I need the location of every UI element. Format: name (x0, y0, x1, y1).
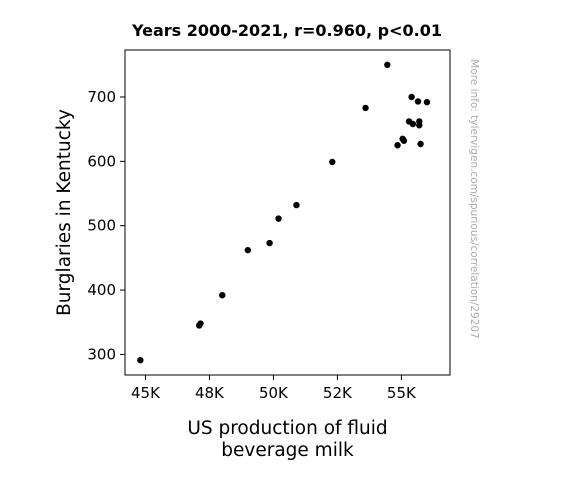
x-tick-label: 55K (387, 384, 417, 402)
x-axis-label-line-2: beverage milk (221, 440, 354, 461)
data-point (394, 142, 401, 149)
data-point (219, 291, 226, 299)
x-axis-label-line-1: US production of fluid (187, 418, 387, 439)
data-point (417, 140, 424, 148)
chart-title: Years 2000-2021, r=0.960, p<0.01 (131, 21, 442, 40)
source-note: More info: tylervigen.com/spurious/corre… (468, 59, 480, 339)
data-point (137, 356, 144, 364)
data-point (384, 61, 391, 69)
y-tick-label: 500 (87, 217, 116, 235)
data-point (275, 215, 282, 222)
data-point (416, 122, 423, 129)
y-axis: 300 400 500 600 700 (87, 88, 125, 363)
data-point (266, 239, 273, 247)
x-tick-label: 50K (259, 384, 289, 402)
data-points (137, 61, 431, 364)
data-point (400, 137, 408, 144)
data-point (197, 320, 204, 327)
y-tick-label: 300 (87, 345, 116, 363)
y-tick-label: 400 (87, 281, 116, 299)
y-axis-label: Burglaries in Kentucky (54, 109, 75, 316)
data-point (408, 93, 415, 101)
data-point (329, 158, 336, 166)
x-tick-label: 45K (131, 384, 161, 402)
x-tick-label: 52K (323, 384, 353, 402)
y-tick-label: 600 (87, 152, 116, 170)
plot-area (124, 49, 451, 376)
data-point (362, 104, 369, 112)
data-point (244, 246, 252, 254)
data-point (409, 120, 417, 128)
data-point (414, 98, 422, 105)
y-tick-label: 700 (87, 88, 116, 106)
x-tick-label: 48K (195, 384, 225, 402)
data-point (423, 98, 431, 106)
x-axis: 45K 48K 50K 52K 55K (131, 375, 417, 402)
data-point (293, 201, 300, 209)
